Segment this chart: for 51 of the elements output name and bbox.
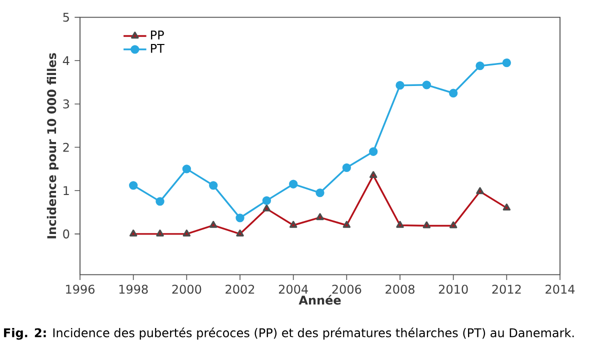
x-tick-label: 2006: [332, 284, 362, 294]
point: [396, 80, 404, 90]
point: [502, 204, 511, 211]
point: [449, 88, 458, 98]
point: [182, 164, 192, 174]
point: [209, 181, 218, 190]
point: [262, 204, 271, 212]
point: [476, 187, 484, 194]
point: [449, 221, 458, 228]
point: [129, 181, 138, 190]
point: [262, 196, 272, 205]
x-tick-label: 2014: [546, 284, 575, 294]
point: [396, 220, 404, 228]
point: [422, 80, 432, 90]
point: [316, 213, 324, 220]
point: [342, 220, 351, 228]
point: [182, 230, 191, 237]
point: [236, 230, 244, 237]
y-tick-label: 4: [62, 56, 70, 66]
x-tick-label: 2010: [438, 284, 468, 294]
x-tick-label: 2004: [278, 284, 308, 294]
point: [342, 163, 352, 172]
y-tick-label: 5: [63, 12, 69, 22]
point: [129, 230, 138, 237]
point: [156, 230, 164, 237]
point: [289, 220, 298, 228]
legend-label: PP: [151, 30, 164, 40]
point: [369, 147, 378, 156]
legend-label: PT: [151, 44, 164, 53]
x-axis-title: Année: [298, 294, 341, 305]
x-tick-label: 2000: [172, 284, 202, 294]
y-tick-label: 2: [63, 142, 69, 152]
x-tick-label: 2012: [492, 284, 521, 294]
point: [369, 171, 378, 178]
y-tick-label: 1: [64, 186, 69, 195]
text: Fig. 2: Incidence des pubertés précoces (PP) et des prématures thélarches (PT) au Danemark.: [4, 328, 574, 340]
point: [156, 197, 164, 206]
point: [236, 214, 244, 222]
y-tick-label: 0: [63, 229, 70, 238]
y-axis-title: Incidence pour 10 000 filles: [46, 53, 58, 238]
point: [209, 220, 218, 228]
point: [316, 188, 324, 198]
point: [422, 221, 431, 228]
x-tick-label: 2008: [386, 284, 414, 294]
point: [502, 58, 512, 68]
point: [289, 180, 298, 188]
point: [476, 62, 484, 70]
x-tick-label: 2002: [226, 284, 254, 294]
x-tick-label: 1998: [119, 284, 148, 294]
y-tick-label: 3: [63, 99, 69, 108]
x-tick-label: 1996: [66, 284, 95, 294]
